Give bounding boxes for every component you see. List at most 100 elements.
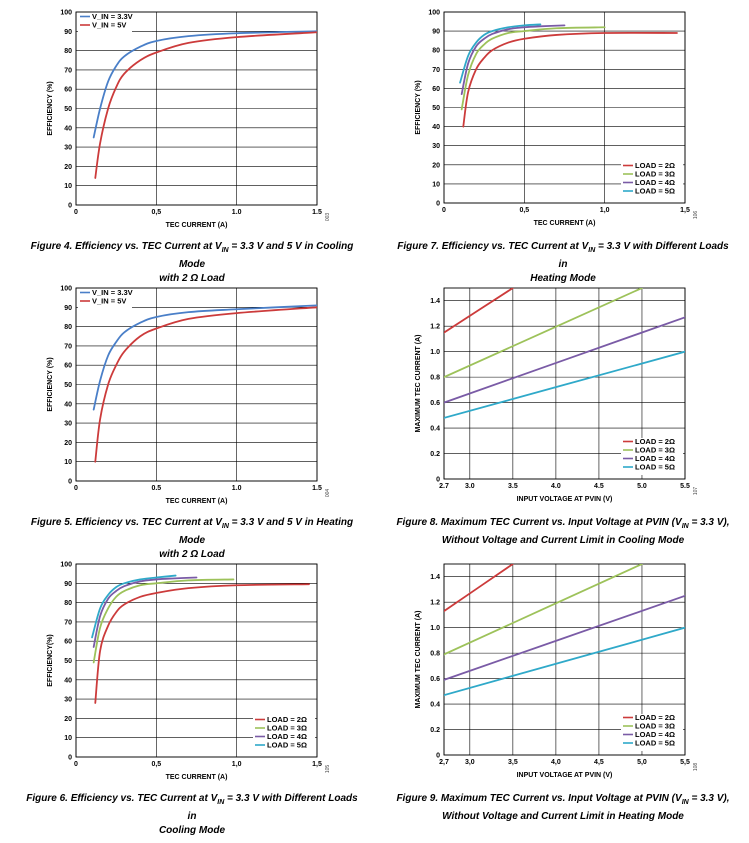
x-axis-label: INPUT VOLTAGE AT PVIN (V) (517, 496, 613, 503)
legend-entry-v-in-3-3v: V_IN = 3.3V (92, 12, 133, 21)
legend-entry-load-4: LOAD = 4Ω (635, 730, 675, 739)
y-tick-label: 0 (436, 753, 440, 760)
caption-fig8-sub: IN (681, 523, 689, 530)
x-tick-label: 1.5 (312, 209, 322, 216)
series-group (92, 30, 317, 179)
caption-fig4-line1b: = 3.3 V and 5 V in Cooling Mode (178, 241, 354, 270)
caption-fig8: Figure 8. Maximum TEC Current vs. Input … (393, 516, 733, 548)
legend-background (253, 716, 315, 753)
x-tick-label: 0 (442, 207, 446, 214)
x-axis-label: TEC CURRENT (A) (166, 774, 228, 781)
y-tick-label: 30 (64, 697, 72, 704)
y-tick-label: 60 (432, 86, 440, 93)
figure-code: 108 (693, 763, 699, 772)
caption-fig4: Figure 4. Efficiency vs. TEC Current at … (22, 240, 362, 286)
x-tick-label: 4.5 (594, 483, 604, 490)
x-tick-label: 4,0 (551, 759, 561, 766)
legend-entry-load-5: LOAD = 5Ω (635, 739, 675, 748)
legend-entry-v-in-3-3v: V_IN = 3.3V (92, 288, 133, 297)
caption-fig8-line2: Without Voltage and Current Limit in Coo… (441, 535, 685, 546)
caption-fig6-line1b: = 3.3 V with Different Loads in (187, 793, 358, 822)
x-tick-label: 4,5 (594, 759, 604, 766)
y-tick-label: 10 (64, 459, 72, 466)
y-tick-label: 0 (436, 201, 440, 208)
caption-fig5-line2: with 2 Ω Load (159, 549, 225, 560)
caption-fig5-sub: IN (221, 523, 229, 530)
chart-fig6: 0 10 20 30 40 50 60 70 80 90 100 0 0,5 1,0 1,5 TEC CURR… (0, 552, 374, 787)
y-tick-label: 90 (432, 29, 440, 36)
caption-fig9: Figure 9. Maximum TEC Current vs. Input … (393, 792, 733, 824)
y-tick-label: 70 (64, 343, 72, 350)
figure-code: 106 (693, 211, 699, 220)
legend-background (621, 714, 683, 751)
series-line-load-3 (444, 564, 643, 656)
series-line-v-in-3-3v (92, 304, 317, 411)
caption-fig7-line1b: = 3.3 V with Different Loads in (558, 241, 729, 270)
y-axis-label: MAXIMUM TEC CURRENT (A) (415, 611, 422, 709)
y-tick-label: 100 (60, 10, 72, 17)
y-tick-label: 90 (64, 29, 72, 36)
legend-entry-load-2: LOAD = 2Ω (635, 713, 675, 722)
series-line-v-in-5v (94, 306, 317, 463)
y-tick-label: 0.2 (430, 451, 440, 458)
chart-fig7-svg: 0 10 20 30 40 50 60 70 80 90 100 0 0,5 1,0 1,5 TEC CURR… (415, 10, 699, 228)
plot-frame (443, 287, 686, 480)
y-tick-label: 70 (64, 619, 72, 626)
series-line-load-5 (444, 626, 685, 697)
y-tick-label: 1.2 (430, 324, 440, 331)
x-tick-label: 0 (74, 761, 78, 768)
series-line-load-5 (444, 350, 685, 419)
x-tick-label: 1.0 (232, 209, 242, 216)
caption-fig9-sub: IN (681, 799, 689, 806)
y-tick-label: 30 (432, 143, 440, 150)
chart-fig5: 0 10 20 30 40 50 60 70 80 90 100 0 0.5 1.0 1.5 TEC CURR… (0, 276, 374, 511)
series-line-load-4 (444, 316, 685, 404)
y-axis-label: EFFICIENCY (%) (47, 81, 54, 135)
legend-entry-load-2: LOAD = 2Ω (635, 161, 675, 170)
legend-background (621, 438, 683, 475)
legend-entry-load-2: LOAD = 2Ω (267, 715, 307, 724)
x-tick-label: 0,5 (519, 207, 529, 214)
x-tick-label: 2,7 (439, 759, 449, 766)
chart-fig8-svg: 0 0.2 0.4 0.6 0.8 1.0 1.2 1.4 2.7 3.0 3.5 4.0 4.5 5.0… (415, 287, 699, 503)
x-tick-label: 3.0 (465, 483, 475, 490)
y-tick-label: 0.6 (430, 676, 440, 683)
plot-frame (75, 287, 318, 482)
y-tick-label: 90 (64, 581, 72, 588)
y-tick-label: 40 (64, 401, 72, 408)
y-tick-label: 80 (432, 48, 440, 55)
y-tick-label: 30 (64, 145, 72, 152)
legend: V_IN = 3.3VV_IN = 5V (78, 288, 133, 309)
x-tick-label: 5,0 (637, 759, 647, 766)
caption-fig6-line2: Cooling Mode (158, 825, 226, 836)
legend-entry-load-3: LOAD = 3Ω (635, 722, 675, 731)
chart-fig4-svg: 0 10 20 30 40 50 60 70 80 90 100 0 0,5 1.0 1.5 TEC CURR… (47, 10, 331, 230)
caption-fig6-line1a: Figure 6. Efficiency vs. TEC Current at … (26, 793, 218, 804)
series-line-load-3 (460, 26, 606, 111)
caption-fig4-line1a: Figure 4. Efficiency vs. TEC Current at … (30, 241, 222, 252)
y-tick-label: 40 (64, 677, 72, 684)
series-line-v-in-5v (94, 31, 317, 179)
series-line-load-4 (444, 594, 685, 681)
legend-entry-load-4: LOAD = 4Ω (635, 454, 675, 463)
x-tick-label: 3,0 (465, 759, 475, 766)
plot-frame (75, 563, 318, 758)
legend-background (621, 162, 683, 199)
series-line-load-2 (444, 288, 514, 334)
x-tick-label: 1,5 (312, 761, 322, 768)
caption-fig9-line2: Without Voltage and Current Limit in Hea… (442, 811, 684, 822)
series-line-load-2 (444, 564, 514, 613)
y-tick-label: 30 (64, 421, 72, 428)
y-tick-label: 0.4 (430, 702, 440, 709)
y-tick-label: 0 (68, 479, 72, 486)
y-tick-label: 50 (432, 105, 440, 112)
x-tick-label: 2.7 (439, 483, 449, 490)
x-tick-label: 4.0 (551, 483, 561, 490)
y-tick-label: 10 (432, 181, 440, 188)
caption-fig7: Figure 7. Efficiency vs. TEC Current at … (393, 240, 733, 286)
y-tick-label: 1.2 (430, 600, 440, 607)
series-line-load-4 (92, 576, 198, 648)
legend-entry-load-5: LOAD = 5Ω (635, 187, 675, 196)
